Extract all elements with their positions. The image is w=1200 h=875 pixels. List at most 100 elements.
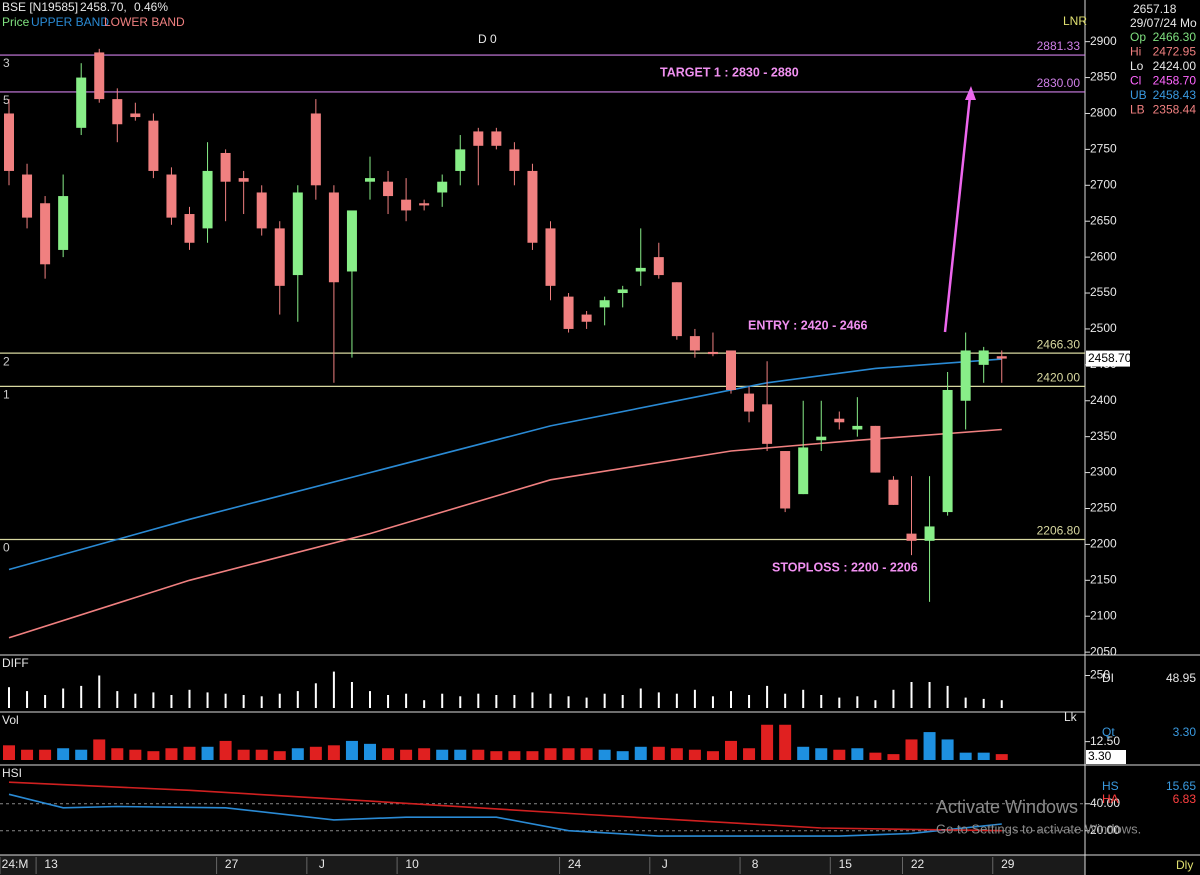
bar [183,746,196,760]
y-tick-label: 2800 [1090,106,1117,120]
cursor-date: 29/07/24 Mo [1130,16,1197,30]
bar [779,724,792,760]
candle-body [599,300,610,308]
x-tick-label: 22 [911,857,925,871]
bar [634,746,647,760]
bar [454,749,467,760]
candle-body [653,257,664,276]
level-number: 5 [3,93,10,107]
y-tick-label: 2500 [1090,321,1117,335]
price: 2458.70, [80,0,127,14]
candle-body [130,113,141,118]
candle-body [545,228,556,286]
candle-body [780,451,791,509]
x-tick-label: 15 [839,857,853,871]
candle-body [184,214,195,243]
candle-body [310,113,321,186]
candle-body [455,149,466,171]
panel-title: DIFF [2,656,29,670]
y-tick-label: 2300 [1090,465,1117,479]
y-tick-label: 2850 [1090,70,1117,84]
bar [869,752,882,760]
bar [562,748,575,760]
candle-body [852,425,863,430]
indicator-line [8,781,1002,832]
candle-body [581,314,592,322]
candle-body [256,192,267,229]
candle-body [527,170,538,243]
y-tick-label: 2250 [1090,501,1117,515]
bar [706,751,719,760]
bar [490,751,503,760]
side-value: 3.30 [1173,725,1197,739]
bar [237,749,250,760]
candle-body [942,389,953,513]
candle-body [762,404,773,444]
side-value: 48.95 [1166,671,1196,685]
marker: D 0 [478,32,497,46]
bar [255,749,268,760]
x-tick-label: 29 [1001,857,1015,871]
y-tick-label: 2650 [1090,213,1117,227]
x-tick-label: 24:M [2,857,29,871]
bar [923,732,936,760]
level-label: 2830.00 [1037,76,1081,90]
info-value: 2472.95 [1153,45,1197,59]
candle-body [40,203,51,265]
x-tick-label: J [319,857,325,871]
info-label: LB [1130,103,1145,117]
bar [400,749,413,760]
candle-body [166,174,177,218]
candle-body [202,170,213,229]
y-tick-label: 2550 [1090,285,1117,299]
arrow-head [965,86,976,100]
bar [75,749,88,760]
candle-body [960,350,971,401]
info-value: 2358.44 [1153,103,1197,117]
x-tick-label: 27 [225,857,239,871]
period: Dly [1176,858,1193,872]
candle-body [76,77,87,128]
bar [905,739,918,760]
x-tick-label: 13 [44,857,58,871]
candle-body [365,178,375,182]
info-label: Cl [1130,74,1141,88]
bar [508,751,521,760]
arrow [943,95,972,333]
side-value: 15.65 [1166,779,1196,793]
watermark: Activate Windows [936,797,1078,817]
bar [887,754,900,760]
bar [544,748,557,760]
level-label: 2466.30 [1037,337,1081,351]
y-tick-label: 2600 [1090,249,1117,263]
candle-body [437,181,448,193]
candle-body [220,152,231,182]
y-tick-label: 2200 [1090,537,1117,551]
level-number: 3 [3,56,10,70]
candle-body [94,52,105,100]
bar [327,745,340,760]
bar [3,745,15,760]
candle-body [112,99,123,125]
legend-entry: UPPER BAND [31,15,109,29]
candle-body [509,149,520,171]
y-tick-label: 2700 [1090,177,1117,191]
bar [93,739,106,760]
panel-title: HSI [2,766,22,780]
candle-body [563,296,574,329]
candle-body [798,447,809,495]
bar [688,749,701,760]
bar [39,749,52,760]
cursor-value: 2657.18 [1133,2,1177,16]
candle-body [473,131,484,146]
bar [815,748,828,760]
bar [21,749,34,760]
bar [472,749,485,760]
bar [977,752,990,760]
candle-body [689,336,700,351]
legend-entry: HS [1102,779,1119,793]
y-tick-label: 2750 [1090,142,1117,156]
